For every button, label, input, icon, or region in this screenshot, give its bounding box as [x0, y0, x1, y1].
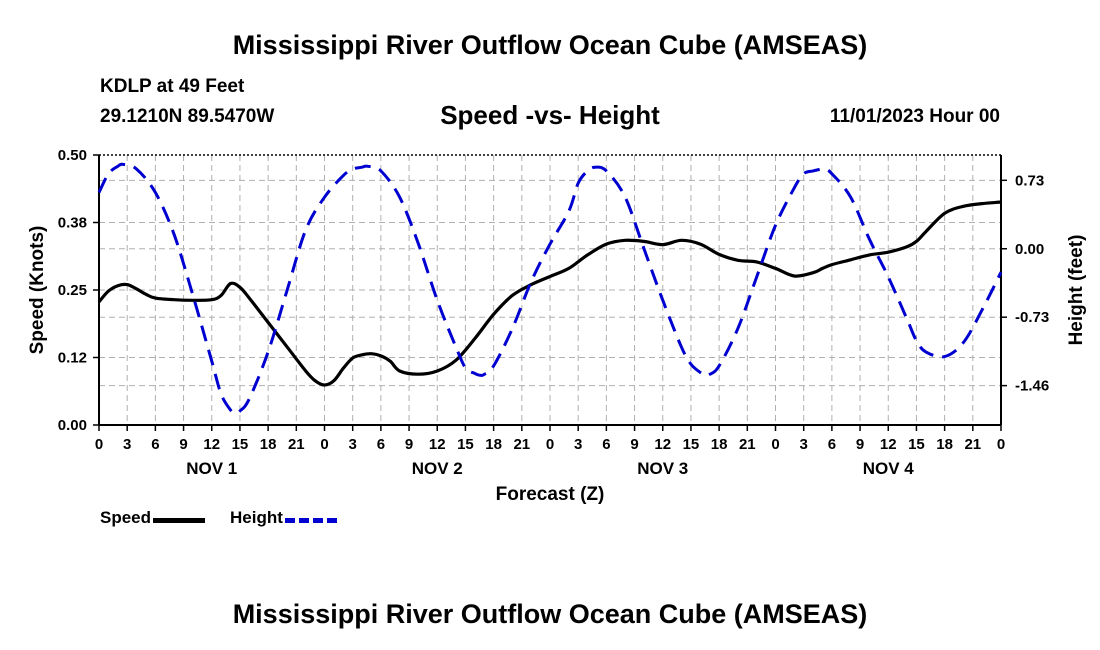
day-label: NOV 4 [863, 459, 915, 478]
day-label: NOV 3 [637, 459, 688, 478]
x-tick-label: 12 [654, 436, 671, 453]
x-tick-label: 6 [828, 436, 836, 453]
x-tick-label: 9 [405, 436, 413, 453]
x-tick-label: 15 [908, 436, 925, 453]
legend-speed: Speed [100, 508, 206, 528]
y-tick-label: 0.38 [58, 215, 87, 232]
y-tick-label: 0.50 [58, 147, 87, 164]
day-label: NOV 2 [412, 459, 463, 478]
x-tick-label: 0 [546, 436, 554, 453]
x-tick-label: 9 [630, 436, 638, 453]
x-tick-label: 0 [771, 436, 779, 453]
x-tick-label: 0 [997, 436, 1005, 453]
forecast-timestamp: 11/01/2023 Hour 00 [829, 106, 1000, 127]
station-label: KDLP at 49 Feet [100, 76, 245, 97]
main-title: Mississippi River Outflow Ocean Cube (AM… [232, 30, 868, 60]
y2-tick-label: 0.00 [1015, 241, 1044, 258]
day-label: NOV 1 [186, 459, 237, 478]
series-line-speed [97, 200, 1002, 387]
x-tick-label: 21 [288, 436, 305, 453]
x-tick-label: 15 [232, 436, 249, 453]
y-axis-title: Speed (Knots) [27, 226, 48, 355]
chart-title: Speed -vs- Height [440, 100, 660, 130]
x-axis-title: Forecast (Z) [496, 484, 605, 505]
y2-tick-label: -1.46 [1015, 378, 1049, 395]
x-tick-label: 21 [964, 436, 981, 453]
x-tick-label: 18 [485, 436, 502, 453]
x-tick-label: 0 [320, 436, 328, 453]
x-tick-label: 12 [203, 436, 220, 453]
legend-speed-label: Speed [100, 508, 152, 527]
x-tick-label: 18 [936, 436, 953, 453]
x-tick-label: 21 [739, 436, 756, 453]
x-tick-label: 12 [429, 436, 446, 453]
x-tick-label: 15 [457, 436, 474, 453]
x-tick-label: 12 [880, 436, 897, 453]
legend-height-label: Height [230, 508, 283, 527]
x-tick-label: 6 [151, 436, 159, 453]
x-tick-label: 3 [349, 436, 357, 453]
x-tick-label: 21 [513, 436, 530, 453]
x-tick-label: 9 [856, 436, 864, 453]
x-tick-label: 6 [377, 436, 385, 453]
x-tick-label: 0 [95, 436, 103, 453]
footer-title: Mississippi River Outflow Ocean Cube (AM… [232, 599, 868, 629]
x-tick-label: 3 [574, 436, 582, 453]
y-tick-label: 0.25 [58, 282, 87, 299]
y-tick-label: 0.12 [58, 350, 87, 367]
y2-tick-label: -0.73 [1015, 309, 1049, 326]
x-tick-label: 15 [683, 436, 700, 453]
x-tick-label: 9 [179, 436, 187, 453]
legend-height: Height [230, 508, 337, 528]
y2-axis-title: Height (feet) [1066, 235, 1087, 346]
legend-speed-swatch [153, 517, 206, 523]
x-tick-label: 3 [123, 436, 131, 453]
x-tick-label: 3 [800, 436, 808, 453]
station-coordinates: 29.1210N 89.5470W [100, 106, 275, 127]
y2-tick-label: 0.73 [1015, 172, 1044, 189]
x-tick-label: 6 [602, 436, 610, 453]
legend-height-swatch [284, 517, 337, 523]
x-tick-label: 18 [260, 436, 277, 453]
y-tick-label: 0.00 [58, 417, 87, 434]
x-tick-label: 18 [711, 436, 728, 453]
